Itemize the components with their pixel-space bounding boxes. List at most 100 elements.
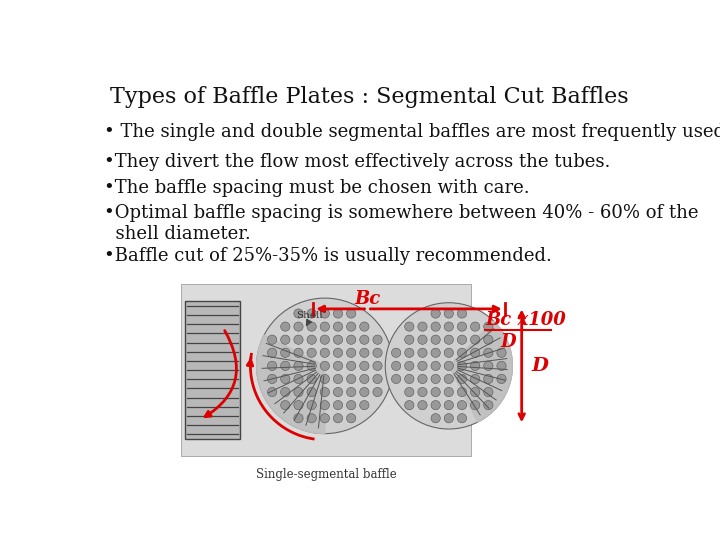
Circle shape bbox=[281, 348, 290, 357]
Circle shape bbox=[320, 414, 330, 423]
Circle shape bbox=[307, 348, 316, 357]
Circle shape bbox=[267, 361, 276, 370]
Circle shape bbox=[484, 322, 493, 331]
Circle shape bbox=[405, 401, 414, 410]
Circle shape bbox=[444, 335, 454, 345]
Circle shape bbox=[471, 322, 480, 331]
Circle shape bbox=[346, 348, 356, 357]
Circle shape bbox=[457, 348, 467, 357]
Circle shape bbox=[418, 335, 427, 345]
Circle shape bbox=[346, 374, 356, 383]
Circle shape bbox=[307, 401, 316, 410]
Circle shape bbox=[418, 387, 427, 397]
Circle shape bbox=[405, 348, 414, 357]
Circle shape bbox=[360, 374, 369, 383]
Circle shape bbox=[471, 348, 480, 357]
Circle shape bbox=[457, 322, 467, 331]
Circle shape bbox=[444, 401, 454, 410]
Text: Types of Baffle Plates : Segmental Cut Baffles: Types of Baffle Plates : Segmental Cut B… bbox=[109, 86, 629, 109]
Circle shape bbox=[373, 335, 382, 345]
Circle shape bbox=[497, 361, 506, 370]
Circle shape bbox=[444, 414, 454, 423]
Circle shape bbox=[294, 374, 303, 383]
Circle shape bbox=[373, 374, 382, 383]
Circle shape bbox=[471, 361, 480, 370]
Text: •The baffle spacing must be chosen with care.: •The baffle spacing must be chosen with … bbox=[104, 179, 530, 197]
Circle shape bbox=[418, 374, 427, 383]
Circle shape bbox=[431, 309, 441, 318]
Circle shape bbox=[405, 387, 414, 397]
Circle shape bbox=[457, 401, 467, 410]
Circle shape bbox=[392, 348, 401, 357]
Circle shape bbox=[444, 361, 454, 370]
Text: D: D bbox=[531, 357, 548, 375]
Text: •Baffle cut of 25%-35% is usually recommended.: •Baffle cut of 25%-35% is usually recomm… bbox=[104, 247, 552, 265]
Circle shape bbox=[294, 401, 303, 410]
Circle shape bbox=[346, 361, 356, 370]
Circle shape bbox=[307, 309, 316, 318]
Circle shape bbox=[294, 335, 303, 345]
Circle shape bbox=[405, 335, 414, 345]
Circle shape bbox=[497, 348, 506, 357]
Circle shape bbox=[320, 335, 330, 345]
Circle shape bbox=[294, 348, 303, 357]
Circle shape bbox=[471, 374, 480, 383]
Circle shape bbox=[484, 335, 493, 345]
Circle shape bbox=[307, 414, 316, 423]
Circle shape bbox=[333, 374, 343, 383]
Circle shape bbox=[307, 387, 316, 397]
Circle shape bbox=[294, 414, 303, 423]
Circle shape bbox=[373, 348, 382, 357]
Circle shape bbox=[457, 387, 467, 397]
Circle shape bbox=[457, 374, 467, 383]
Circle shape bbox=[431, 401, 441, 410]
Circle shape bbox=[320, 322, 330, 331]
Circle shape bbox=[346, 322, 356, 331]
Circle shape bbox=[281, 335, 290, 345]
Circle shape bbox=[307, 361, 316, 370]
Circle shape bbox=[267, 335, 276, 345]
Circle shape bbox=[307, 374, 316, 383]
Circle shape bbox=[405, 361, 414, 370]
Circle shape bbox=[267, 348, 276, 357]
Circle shape bbox=[346, 309, 356, 318]
Circle shape bbox=[471, 401, 480, 410]
Circle shape bbox=[294, 309, 303, 318]
Circle shape bbox=[471, 387, 480, 397]
Text: •They divert the flow most effectively across the tubes.: •They divert the flow most effectively a… bbox=[104, 153, 611, 171]
Circle shape bbox=[320, 374, 330, 383]
Bar bbox=[184, 301, 240, 439]
Text: Single-segmental baffle: Single-segmental baffle bbox=[256, 468, 397, 481]
Circle shape bbox=[360, 387, 369, 397]
Circle shape bbox=[333, 309, 343, 318]
Circle shape bbox=[333, 361, 343, 370]
Circle shape bbox=[294, 361, 303, 370]
Text: •Optimal baffle spacing is somewhere between 40% - 60% of the
  shell diameter.: •Optimal baffle spacing is somewhere bet… bbox=[104, 204, 698, 243]
Circle shape bbox=[281, 374, 290, 383]
Circle shape bbox=[346, 335, 356, 345]
Circle shape bbox=[360, 335, 369, 345]
Circle shape bbox=[360, 361, 369, 370]
Circle shape bbox=[281, 322, 290, 331]
Text: • The single and double segmental baffles are most frequently used.: • The single and double segmental baffle… bbox=[104, 123, 720, 140]
Circle shape bbox=[431, 322, 441, 331]
Circle shape bbox=[444, 348, 454, 357]
Polygon shape bbox=[449, 321, 513, 422]
Circle shape bbox=[431, 374, 441, 383]
Circle shape bbox=[333, 387, 343, 397]
Circle shape bbox=[431, 361, 441, 370]
Circle shape bbox=[294, 322, 303, 331]
Circle shape bbox=[431, 348, 441, 357]
Circle shape bbox=[484, 387, 493, 397]
Circle shape bbox=[320, 387, 330, 397]
Circle shape bbox=[294, 387, 303, 397]
Circle shape bbox=[457, 414, 467, 423]
Circle shape bbox=[333, 401, 343, 410]
Circle shape bbox=[484, 348, 493, 357]
Circle shape bbox=[267, 374, 276, 383]
Circle shape bbox=[405, 322, 414, 331]
Circle shape bbox=[307, 322, 316, 331]
Circle shape bbox=[457, 361, 467, 370]
Circle shape bbox=[320, 401, 330, 410]
Circle shape bbox=[333, 322, 343, 331]
